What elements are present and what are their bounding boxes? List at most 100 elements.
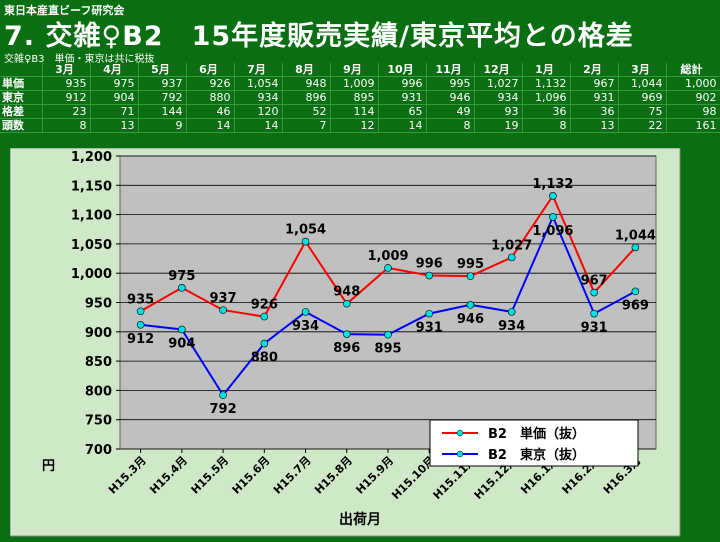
table-cell: 934	[474, 90, 523, 105]
table-row: 単価 935 975 937 926 1,054 948 1,009 996 995 1,027 1,…	[0, 76, 720, 91]
price-data-label: 975	[168, 269, 195, 284]
tokyo-data-label: 969	[622, 298, 649, 313]
table-header-row: 3月 4月 5月 6月 7月 8月 9月 10月 11月 12月 1月 2月 3月 総計	[0, 63, 720, 77]
table-cell: 14	[234, 118, 283, 133]
table-cell: 19	[474, 118, 523, 133]
table-cell: 7	[282, 118, 331, 133]
table-row: 格差 23 71 144 46 120 52 114 65 49 93 36 36 75 98	[0, 104, 720, 119]
table-row: 頭数 8 13 9 14 14 7 12 14 8 19 8 13 22 161	[0, 118, 720, 133]
table-cell: 926	[186, 76, 235, 91]
price-data-label: 935	[127, 292, 154, 307]
table-cell: 65	[378, 104, 427, 119]
tokyo-data-label: 912	[127, 332, 154, 347]
tokyo-point	[631, 287, 640, 296]
table-cell: 8	[522, 118, 571, 133]
table-cell: 93	[474, 104, 523, 119]
y-tick-label: 1,200	[71, 150, 112, 165]
price-point	[260, 312, 269, 321]
table-cell: 1,044	[618, 76, 667, 91]
table-row: 東京 912 904 792 880 934 896 895 931 946 934 1,096 931…	[0, 90, 720, 105]
table-cell: 13	[570, 118, 619, 133]
series-points	[136, 192, 640, 399]
legend-marker-price	[456, 429, 464, 437]
price-data-label: 967	[581, 274, 608, 289]
table-cell: 896	[282, 90, 331, 105]
table-cell: 36	[522, 104, 571, 119]
sales-table: 3月 4月 5月 6月 7月 8月 9月 10月 11月 12月 1月 2月 3月 総計 単価 935 975…	[0, 63, 720, 133]
legend-marker-tokyo	[456, 450, 464, 458]
price-data-label: 937	[210, 291, 237, 306]
y-tick-label: 850	[85, 355, 112, 370]
table-cell: 114	[330, 104, 379, 119]
y-tick-label: 900	[85, 326, 112, 341]
table-cell: 880	[186, 90, 235, 105]
y-tick-label: 1,050	[71, 238, 112, 253]
price-point	[301, 237, 310, 246]
price-point	[136, 307, 145, 316]
table-cell: 161	[666, 118, 720, 133]
tokyo-data-label: 1,096	[532, 224, 573, 239]
y-tick-label: 750	[85, 414, 112, 429]
tokyo-data-label: 895	[374, 342, 401, 357]
table-row-label: 頭数	[0, 118, 43, 133]
tokyo-point	[219, 391, 227, 399]
tokyo-point	[590, 309, 598, 318]
chart-area: 700 750 800 850 900 950 1,000 1,050 1,100 1,150 1,…	[9, 147, 682, 538]
price-point	[425, 271, 434, 280]
y-tick-label: 1,000	[71, 267, 112, 282]
table-cell: 1,054	[234, 76, 283, 91]
table-header-month: 5月	[138, 63, 187, 77]
tokyo-point	[178, 325, 186, 334]
y-tick-label: 1,100	[71, 209, 112, 224]
table-header-month: 12月	[474, 63, 523, 77]
price-point	[507, 253, 516, 262]
table-corner	[0, 63, 43, 77]
legend-label-price: B2 単価（抜）	[488, 426, 585, 442]
table-cell: 75	[618, 104, 667, 119]
table-cell: 1,132	[522, 76, 571, 91]
price-data-label: 1,027	[491, 238, 532, 253]
table-cell: 904	[90, 90, 139, 105]
y-tick-label: 700	[85, 443, 112, 458]
tokyo-data-label: 896	[333, 341, 360, 356]
table-cell: 912	[42, 90, 91, 105]
legend-label-tokyo: B2 東京（抜）	[488, 447, 585, 463]
tokyo-data-label: 904	[168, 336, 195, 351]
tokyo-point	[384, 330, 392, 339]
tokyo-point	[342, 330, 351, 338]
tokyo-point	[301, 308, 310, 316]
price-data-label: 948	[333, 285, 360, 300]
table-cell: 792	[138, 90, 187, 105]
price-point	[466, 272, 475, 280]
tokyo-data-label: 934	[292, 319, 319, 334]
table-header-month: 9月	[330, 63, 379, 77]
table-header-month: 総計	[666, 63, 720, 77]
table-cell: 895	[330, 90, 379, 105]
table-cell: 1,009	[330, 76, 379, 91]
table-header-month: 8月	[282, 63, 331, 77]
table-cell: 9	[138, 118, 187, 133]
table-header-month: 10月	[378, 63, 427, 77]
table-cell: 14	[378, 118, 427, 133]
table-row-label: 格差	[0, 104, 43, 119]
tokyo-point	[507, 308, 516, 316]
table-cell: 902	[666, 90, 720, 105]
table-cell: 12	[330, 118, 379, 133]
x-axis-title: 出荷月	[339, 511, 381, 528]
table-header-month: 3月	[618, 63, 667, 77]
line-chart: 700 750 800 850 900 950 1,000 1,050 1,100 1,150 1,…	[9, 147, 681, 537]
table-cell: 8	[42, 118, 91, 133]
tokyo-data-label: 880	[251, 351, 278, 366]
data-labels: 935 975 937 926 1,054 948 1,009 996 995 1,027 1,13…	[127, 177, 656, 417]
table-cell: 969	[618, 90, 667, 105]
price-point	[631, 243, 640, 252]
price-data-label: 996	[416, 257, 443, 272]
legend: B2 単価（抜） B2 東京（抜）	[429, 419, 639, 467]
table-cell: 22	[618, 118, 667, 133]
price-point	[342, 299, 351, 308]
table-cell: 120	[234, 104, 283, 119]
price-data-label: 995	[457, 257, 484, 272]
table-header-month: 4月	[90, 63, 139, 77]
tokyo-data-label: 931	[581, 321, 608, 336]
price-point	[384, 264, 392, 272]
